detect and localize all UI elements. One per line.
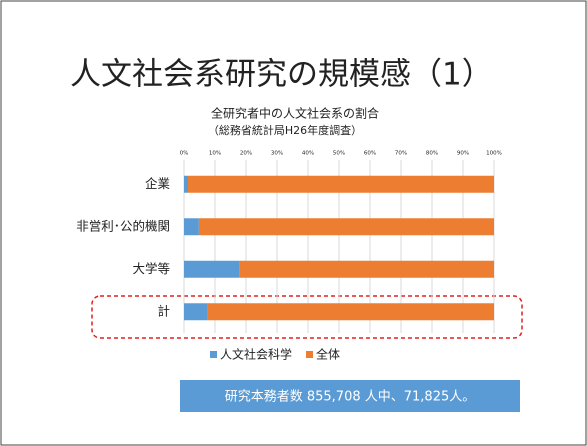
x-tick-label: 60% bbox=[364, 151, 376, 157]
bar bbox=[198, 218, 494, 236]
legend-swatch bbox=[210, 351, 217, 358]
bar bbox=[239, 260, 494, 278]
bar bbox=[184, 218, 199, 236]
note-text: 研究本務者数 855,708 人中、71,825人。 bbox=[225, 390, 476, 405]
legend-label: 全体 bbox=[316, 347, 340, 362]
x-tick-label: 100% bbox=[486, 151, 502, 157]
x-tick-label: 10% bbox=[209, 151, 221, 157]
note-box bbox=[180, 380, 520, 412]
highlight-box bbox=[91, 295, 523, 339]
legend-label: 人文社会科学 bbox=[220, 347, 292, 362]
y-tick-label: 企業 bbox=[145, 176, 171, 191]
bar bbox=[184, 260, 240, 278]
x-tick-label: 70% bbox=[395, 151, 407, 157]
y-tick-label: 非営利･公的機関 bbox=[76, 218, 170, 233]
y-tick-label: 大学等 bbox=[132, 261, 170, 276]
x-tick-label: 40% bbox=[302, 151, 314, 157]
x-tick-label: 90% bbox=[457, 151, 469, 157]
bar bbox=[184, 303, 208, 321]
x-tick-label: 0% bbox=[180, 151, 189, 157]
x-tick-label: 80% bbox=[426, 151, 438, 157]
chart-subtitle: （総務省統計局H26年度調査） bbox=[208, 123, 362, 137]
bar bbox=[184, 175, 189, 193]
chart-title: 全研究者中の人文社会系の割合 bbox=[211, 106, 379, 121]
x-tick-label: 20% bbox=[240, 151, 252, 157]
y-tick-label: 計 bbox=[157, 303, 170, 318]
bar bbox=[188, 175, 494, 193]
slide-title: 人文社会系研究の規模感（1） bbox=[70, 57, 493, 93]
x-tick-label: 50% bbox=[333, 151, 345, 157]
x-tick-label: 30% bbox=[271, 151, 283, 157]
legend-swatch bbox=[306, 351, 314, 358]
bar bbox=[207, 303, 494, 321]
